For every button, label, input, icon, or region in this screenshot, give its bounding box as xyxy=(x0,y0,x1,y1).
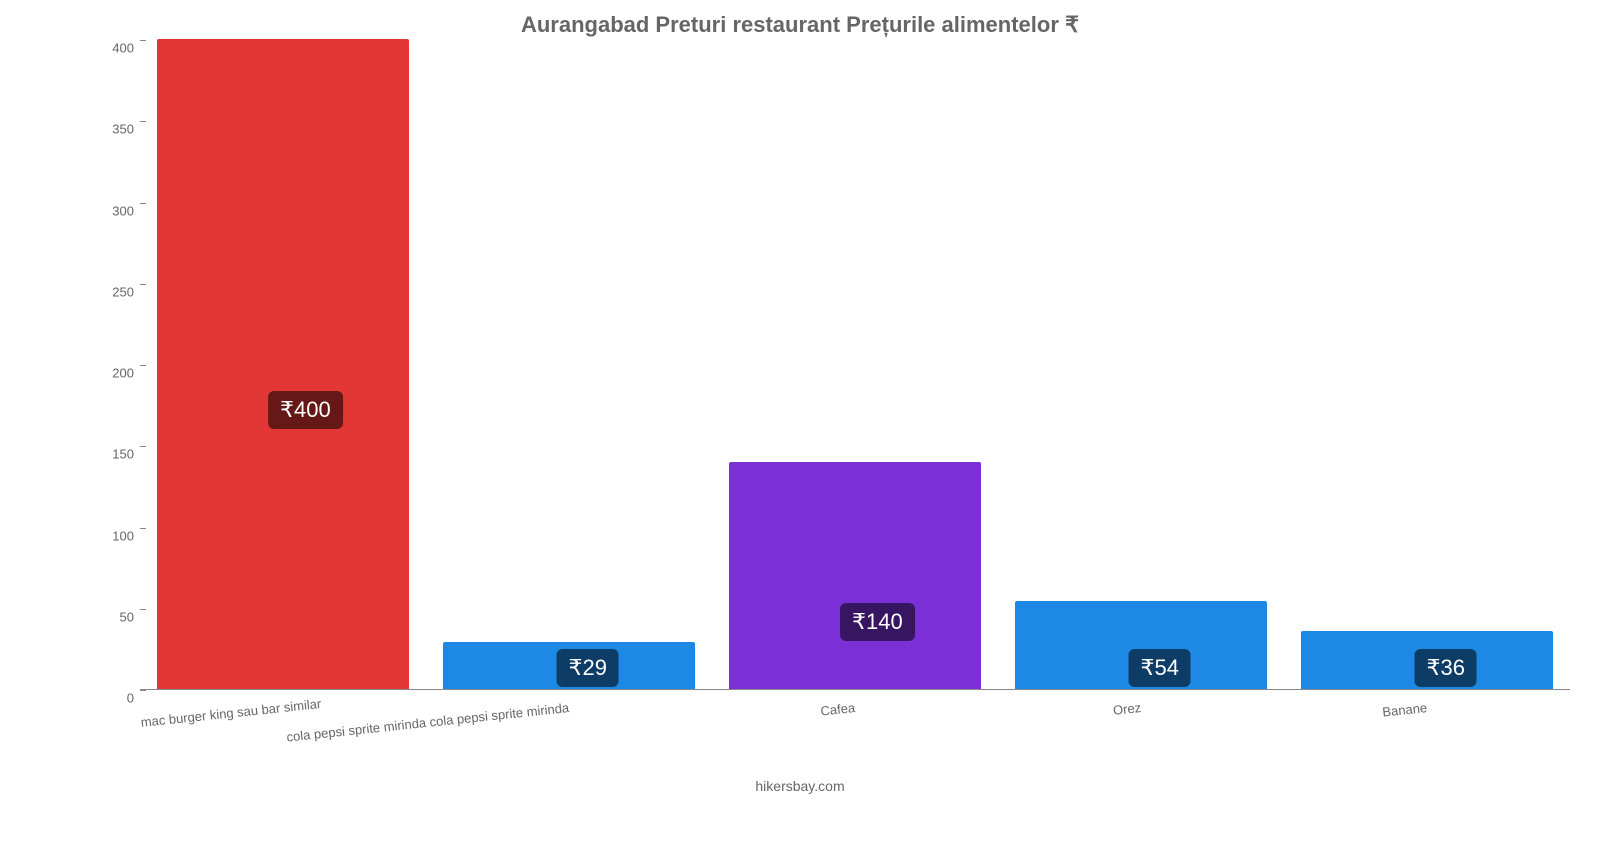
y-tick-mark xyxy=(140,121,146,122)
y-tick-label: 400 xyxy=(94,41,134,56)
y-tick-label: 200 xyxy=(94,366,134,381)
y-tick-label: 300 xyxy=(94,203,134,218)
y-tick-mark xyxy=(140,609,146,610)
plot-region: ₹400 ₹29 ₹140 ₹54 ₹36 xyxy=(140,40,1570,690)
bar-slot: ₹140 xyxy=(712,40,998,689)
y-tick-label: 350 xyxy=(94,122,134,137)
y-tick-mark xyxy=(140,690,146,691)
bar: ₹36 xyxy=(1301,631,1553,690)
x-axis-labels: mac burger king sau bar similarcola peps… xyxy=(140,690,1570,750)
bar: ₹400 xyxy=(157,39,409,689)
x-tick-label: Banane xyxy=(146,700,1428,849)
x-tick-label: mac burger king sau bar similar xyxy=(140,700,284,730)
chart-title: Aurangabad Preturi restaurant Prețurile … xyxy=(0,0,1600,38)
y-tick-mark xyxy=(140,203,146,204)
bar-slot: ₹29 xyxy=(426,40,712,689)
attribution-text: hikersbay.com xyxy=(755,778,844,794)
y-tick-mark xyxy=(140,446,146,447)
y-tick-label: 0 xyxy=(94,691,134,706)
bar-slot: ₹54 xyxy=(998,40,1284,689)
bar: ₹54 xyxy=(1015,601,1267,689)
bar-value-badge: ₹36 xyxy=(1414,649,1476,687)
chart-area: 050100150200250300350400 ₹400₹29₹140₹54₹… xyxy=(100,40,1570,720)
bar: ₹140 xyxy=(729,462,981,690)
bar-slot: ₹400 xyxy=(140,40,426,689)
bar: ₹29 xyxy=(443,642,695,689)
bar-value-badge: ₹400 xyxy=(268,391,343,429)
bar-value-badge: ₹140 xyxy=(840,603,915,641)
y-tick-label: 150 xyxy=(94,447,134,462)
bar-value-badge: ₹29 xyxy=(556,649,618,687)
y-tick-mark xyxy=(140,284,146,285)
y-tick-mark xyxy=(140,528,146,529)
y-tick-label: 100 xyxy=(94,528,134,543)
y-tick-mark xyxy=(140,40,146,41)
bar-value-badge: ₹54 xyxy=(1128,649,1190,687)
bar-slot: ₹36 xyxy=(1284,40,1570,689)
y-tick-label: 250 xyxy=(94,284,134,299)
y-tick-mark xyxy=(140,365,146,366)
y-axis: 050100150200250300350400 xyxy=(100,40,140,690)
y-tick-label: 50 xyxy=(94,609,134,624)
